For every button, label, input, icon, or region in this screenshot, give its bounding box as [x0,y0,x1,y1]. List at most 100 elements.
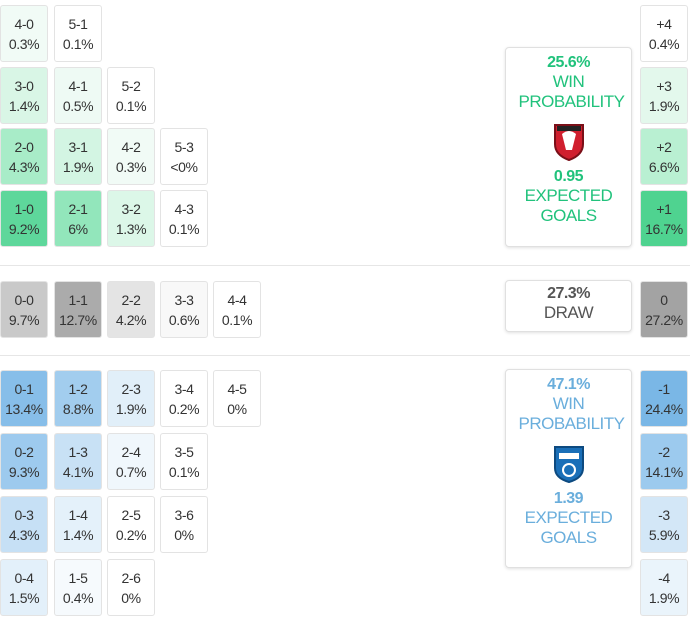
score-cell-label: 3-6 [174,506,194,523]
score-cell-prob: 6% [68,220,88,237]
score-cell-label: 2-6 [121,569,141,586]
score-cell: 3-5 0.1% [160,433,208,490]
score-cell-prob: 0% [121,589,141,606]
margin-cell-label: +1 [656,200,672,217]
score-cell-label: 3-4 [174,380,194,397]
score-cell: 5-3 <0% [160,128,208,185]
margin-cell-prob: 6.6% [648,158,680,175]
score-cell-prob: 9.7% [8,311,40,328]
score-cell-label: 2-0 [14,138,34,155]
score-cell-prob: 0% [174,526,194,543]
score-cell-prob: 1.4% [62,526,94,543]
score-cell: 4-5 0% [213,370,261,427]
score-cell: 1-0 9.2% [0,190,48,247]
home-logo [553,124,584,162]
margin-cell: +1 16.7% [640,190,688,247]
score-cell: 1-1 12.7% [54,281,102,338]
margin-cell-prob: 0.4% [648,35,680,52]
away-panel: 47.1% WIN PROBABILITY 1.39 EXPECTED GOAL… [505,369,632,568]
score-cell-prob: <0% [170,158,198,175]
score-cell-label: 4-3 [174,200,194,217]
score-cell-prob: 0.5% [62,97,94,114]
margin-cell-prob: 24.4% [645,400,683,417]
margin-cell-prob: 1.9% [648,97,680,114]
margin-cell-prob: 14.1% [645,463,683,480]
score-cell-label: 0-1 [14,380,34,397]
score-cell-prob: 4.2% [115,311,147,328]
score-cell: 2-3 1.9% [107,370,155,427]
score-cell-label: 2-1 [68,200,88,217]
score-cell-label: 1-2 [68,380,88,397]
score-cell-prob: 0% [227,400,247,417]
score-cell-prob: 0.7% [115,463,147,480]
score-cell-label: 2-2 [121,291,141,308]
score-cell: 2-6 0% [107,559,155,616]
score-cell-label: 2-4 [121,443,141,460]
score-cell-label: 4-2 [121,138,141,155]
score-cell: 5-1 0.1% [54,5,102,62]
margin-cell: -1 24.4% [640,370,688,427]
score-cell-label: 3-0 [14,77,34,94]
score-cell-label: 4-1 [68,77,88,94]
score-cell: 0-2 9.3% [0,433,48,490]
margin-cell-label: -4 [658,569,670,586]
margin-cell-label: 0 [660,291,668,308]
score-cell: 3-6 0% [160,496,208,553]
score-cell-label: 5-1 [68,15,88,32]
score-cell: 1-4 1.4% [54,496,102,553]
score-cell: 2-2 4.2% [107,281,155,338]
margin-cell-label: -2 [658,443,670,460]
score-cell-label: 0-2 [14,443,34,460]
margin-cell: +4 0.4% [640,5,688,62]
margin-cell: +3 1.9% [640,67,688,124]
score-cell: 3-4 0.2% [160,370,208,427]
score-cell-prob: 8.8% [62,400,94,417]
margin-cell: -4 1.9% [640,559,688,616]
score-cell-prob: 0.3% [8,35,40,52]
score-cell: 4-4 0.1% [213,281,261,338]
score-cell: 3-0 1.4% [0,67,48,124]
score-cell-label: 2-3 [121,380,141,397]
margin-cell-label: -1 [658,380,670,397]
score-cell-label: 3-1 [68,138,88,155]
score-cell-prob: 4.3% [8,526,40,543]
margin-cell-label: +3 [656,77,672,94]
score-cell-label: 1-0 [14,200,34,217]
score-cell-label: 3-5 [174,443,194,460]
score-cell-prob: 12.7% [59,311,97,328]
score-cell-prob: 1.4% [8,97,40,114]
home-panel: 25.6% WIN PROBABILITY 0.95 EXPECTED GOAL… [505,47,632,247]
score-cell-prob: 1.5% [8,589,40,606]
score-cell-prob: 0.1% [168,463,200,480]
xg: 1.39 [553,490,584,507]
score-cell-label: 5-3 [174,138,194,155]
score-cell-prob: 0.1% [168,220,200,237]
score-cell: 5-2 0.1% [107,67,155,124]
draw-panel: 27.3% DRAW [505,280,632,332]
score-cell: 4-3 0.1% [160,190,208,247]
score-cell: 2-5 0.2% [107,496,155,553]
win-pct: 47.1% [547,376,590,393]
score-cell: 3-3 0.6% [160,281,208,338]
score-cell: 1-3 4.1% [54,433,102,490]
score-cell-prob: 4.1% [62,463,94,480]
score-cell-prob: 0.3% [115,158,147,175]
margin-cell-prob: 16.7% [645,220,683,237]
score-cell: 1-2 8.8% [54,370,102,427]
score-cell-label: 0-4 [14,569,34,586]
score-cell-prob: 0.6% [168,311,200,328]
score-cell: 3-2 1.3% [107,190,155,247]
score-cell-label: 0-0 [14,291,34,308]
score-cell-prob: 4.3% [8,158,40,175]
score-cell-prob: 0.4% [62,589,94,606]
score-cell: 2-4 0.7% [107,433,155,490]
margin-cell: -3 5.9% [640,496,688,553]
score-cell-label: 1-3 [68,443,88,460]
score-cell-prob: 0.1% [221,311,253,328]
margin-cell-prob: 1.9% [648,589,680,606]
score-cell-prob: 1.9% [62,158,94,175]
margin-cell-label: +2 [656,138,672,155]
score-cell-label: 2-5 [121,506,141,523]
score-cell-label: 1-1 [68,291,88,308]
score-cell-prob: 9.2% [8,220,40,237]
